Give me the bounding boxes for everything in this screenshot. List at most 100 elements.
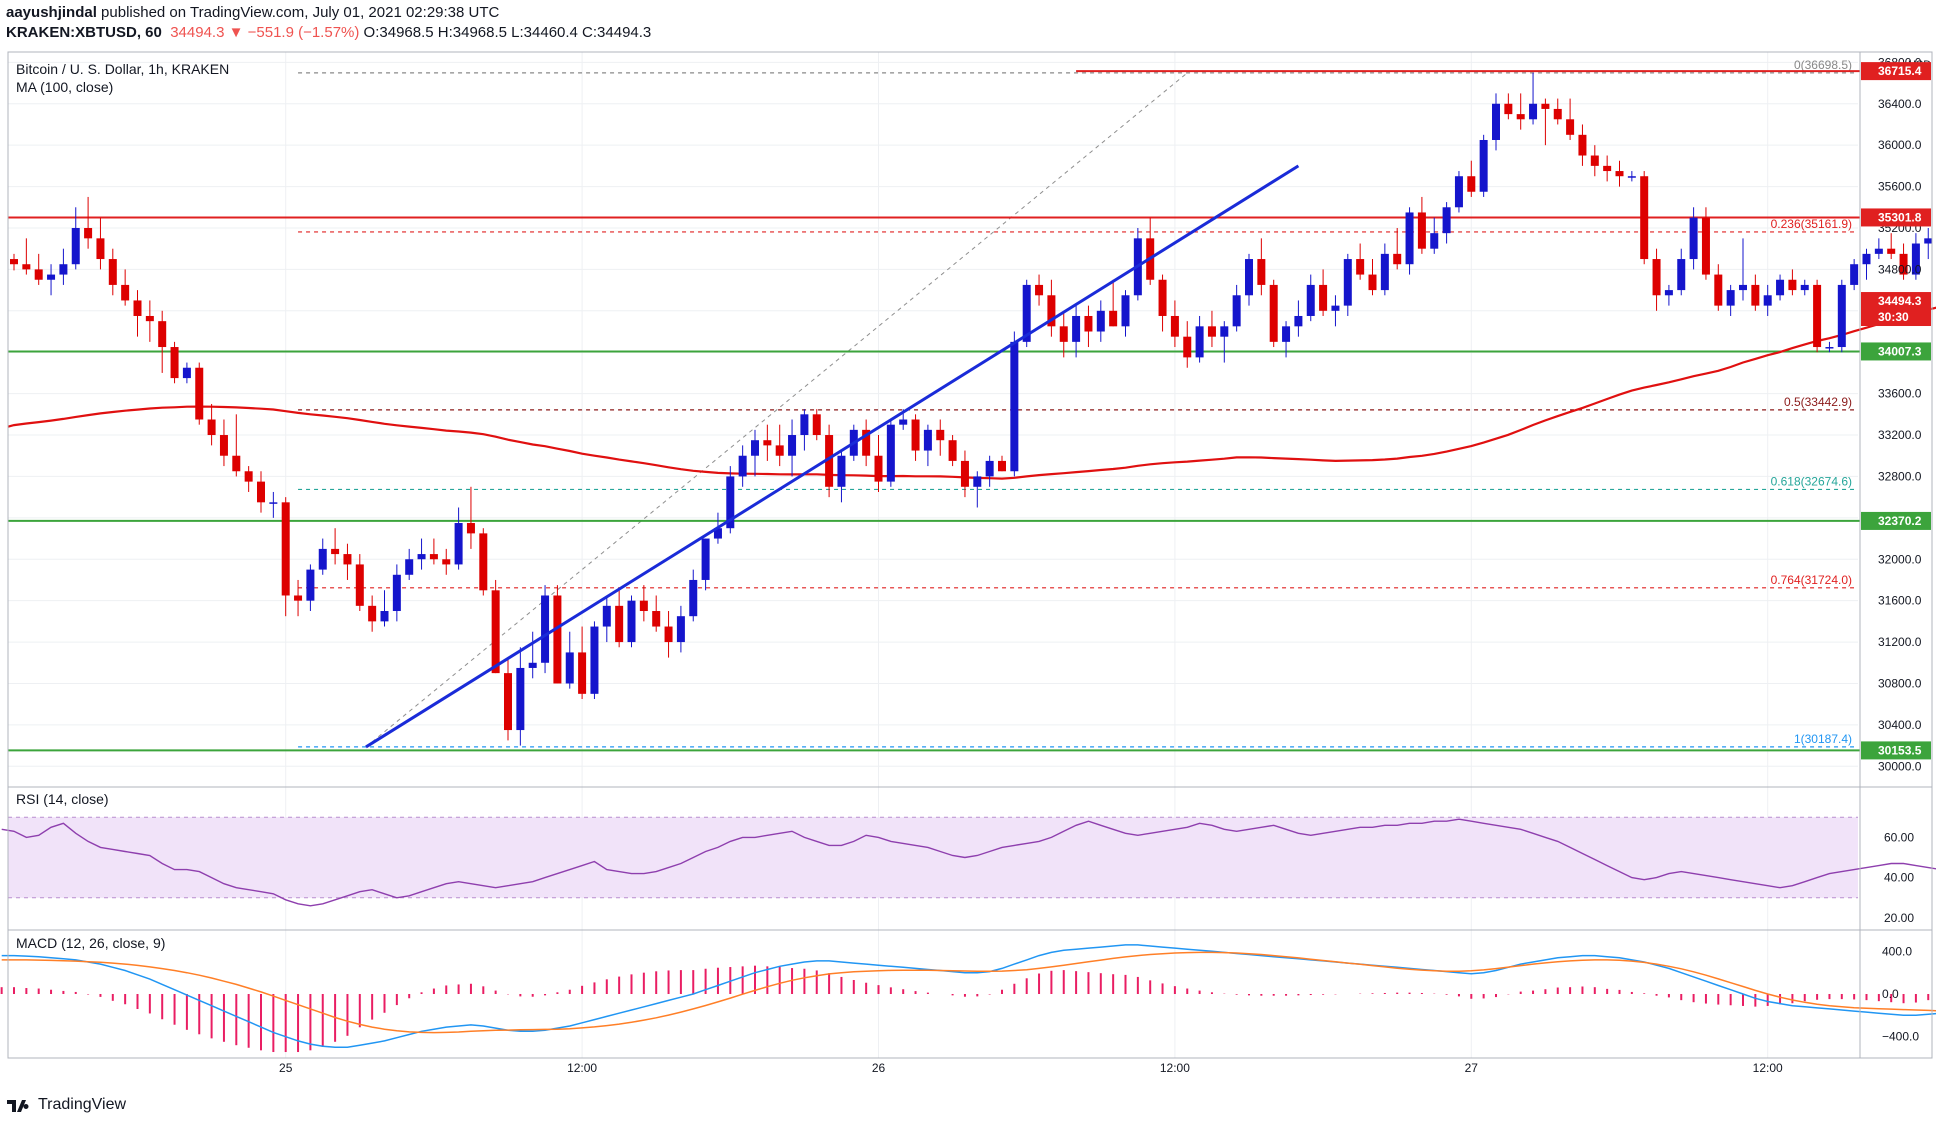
footer: TradingView <box>6 1096 126 1114</box>
macd-tick-label: 0.0 <box>1882 987 1899 1001</box>
candle-body <box>1529 103 1538 120</box>
footer-brand[interactable]: TradingView <box>38 1096 127 1113</box>
price-badge <box>1861 342 1931 361</box>
candle-body <box>1924 238 1933 244</box>
candle-body <box>1072 315 1081 342</box>
macd-pane: MACD (12, 26, close, 9) <box>0 935 1936 1053</box>
candle-body <box>528 662 537 668</box>
candle-body <box>1862 253 1871 265</box>
candle-body <box>491 590 500 674</box>
candle-body <box>590 626 599 694</box>
candle-body <box>923 429 932 451</box>
fib-level-label: 1(30187.4) <box>1794 732 1852 746</box>
candle-body <box>775 445 784 456</box>
price-badge-label: 30153.5 <box>1878 743 1922 757</box>
publish-header: aayushjindal published on TradingView.co… <box>6 3 651 43</box>
rsi-tick-label: 20.00 <box>1884 911 1914 925</box>
candle-body <box>911 419 920 451</box>
fib-level-label: 0.236(35161.9) <box>1771 217 1852 231</box>
macd-title: MACD (12, 26, close, 9) <box>16 935 165 951</box>
price-tick-label: 31600.0 <box>1878 594 1922 608</box>
candle-body <box>306 569 315 601</box>
candle-body <box>368 605 377 622</box>
candle-body <box>1096 310 1105 332</box>
candle-body <box>1911 243 1920 275</box>
candle-body <box>1504 103 1513 115</box>
macd-line <box>1 944 1936 1049</box>
candle-body <box>59 264 68 275</box>
candle-body <box>1516 114 1525 120</box>
candle-body <box>1566 119 1575 135</box>
candle-body <box>874 455 883 482</box>
candle-body <box>331 548 340 555</box>
candle-body <box>627 600 636 643</box>
candle-body <box>1294 315 1303 327</box>
candle-body <box>837 455 846 487</box>
candle-body <box>1380 253 1389 291</box>
time-tick-label: 26 <box>872 1061 886 1075</box>
candle-body <box>244 471 253 482</box>
candle-body <box>121 284 130 301</box>
author-name[interactable]: aayushjindal <box>6 4 97 21</box>
candle-body <box>1467 176 1476 192</box>
candle-body <box>429 554 438 560</box>
candle-body <box>1627 176 1636 178</box>
candle-body <box>960 460 969 487</box>
candle-body <box>1269 284 1278 342</box>
candle-body <box>1739 284 1747 291</box>
candle-body <box>1479 139 1488 192</box>
candle-body <box>553 595 562 684</box>
price-badge-label: 36715.4 <box>1878 64 1922 78</box>
candle-body <box>1343 259 1352 306</box>
candle-body <box>1417 212 1426 249</box>
tradingview-logo-icon <box>7 1100 29 1112</box>
fib-level-label: 0.5(33442.9) <box>1784 395 1852 409</box>
candle-body <box>738 455 747 477</box>
price-badge <box>1861 511 1931 530</box>
candle-body <box>1553 108 1562 120</box>
candle-body <box>1689 217 1698 260</box>
candle-body <box>1195 326 1204 358</box>
candle-body <box>170 347 179 379</box>
candle-body <box>34 269 43 280</box>
signal-line <box>1 951 1936 1034</box>
ma-indicator-label: MA (100, close) <box>16 79 113 95</box>
symbol-label: KRAKEN:XBTUSD, 60 <box>6 24 162 41</box>
candle-body <box>948 440 957 461</box>
candle-body <box>985 460 994 477</box>
candle-body <box>1640 176 1649 260</box>
candle-body <box>380 611 389 622</box>
candle-body <box>343 554 352 565</box>
candle-body <box>1109 310 1118 327</box>
candle-body <box>1454 176 1463 208</box>
candle-body <box>652 611 661 627</box>
candle-body <box>676 616 685 643</box>
price-badge <box>1861 308 1931 327</box>
candle-body <box>1306 284 1315 316</box>
candle-body <box>1084 315 1093 332</box>
candle-body <box>1615 171 1624 177</box>
candle-body <box>1887 248 1896 254</box>
price-tick-label: 36000.0 <box>1878 138 1922 152</box>
chart-frame <box>7 51 1933 1059</box>
price-badge-label: 35301.8 <box>1878 210 1922 224</box>
trendline <box>365 164 1300 749</box>
rsi-band <box>8 817 1858 898</box>
candle-body <box>207 419 216 436</box>
fib-level-label: 0.764(31724.0) <box>1771 573 1852 587</box>
candle-body <box>1010 341 1019 472</box>
candle-body <box>1800 284 1809 291</box>
candle-body <box>1442 207 1451 234</box>
candle-body <box>1257 259 1266 285</box>
candle-body <box>1405 212 1414 265</box>
candle-body <box>318 548 327 570</box>
candle-body <box>1603 165 1612 172</box>
candle-body <box>1059 326 1068 342</box>
candle-body <box>1368 274 1377 291</box>
price-badge-label: 34007.3 <box>1878 344 1922 358</box>
price-badge-label: 32370.2 <box>1878 514 1922 528</box>
candle-body <box>96 238 105 260</box>
fib-level-label: 0.618(32674.6) <box>1771 474 1852 488</box>
candle-body <box>1837 284 1846 348</box>
